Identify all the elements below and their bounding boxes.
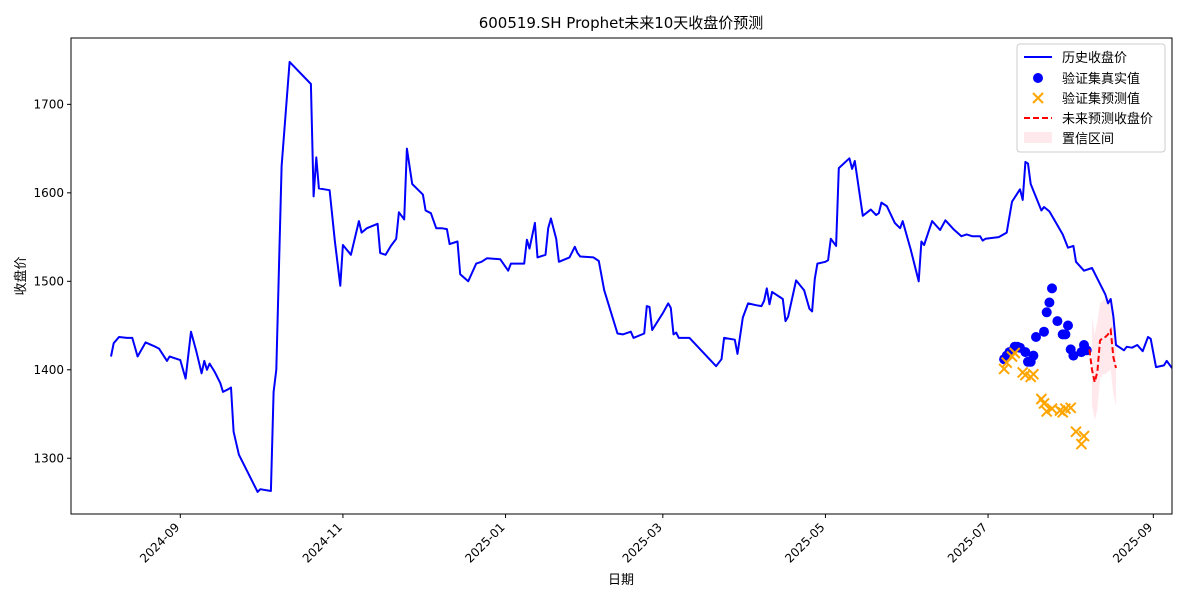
val-pred-point: [1070, 425, 1082, 438]
y-tick-label: 1300: [33, 451, 64, 465]
x-tick-label: 2024-11: [300, 520, 345, 565]
val-pred-point: [1075, 438, 1088, 450]
legend: 历史收盘价 验证集真实值 验证集预测值 未来预测收盘价 置信区间: [1016, 43, 1166, 153]
x-tick-label: 2025-09: [1110, 520, 1155, 565]
val-pred-point: [1008, 347, 1021, 359]
legend-val-actual-swatch: [1033, 73, 1043, 83]
val-actual-point: [1063, 320, 1073, 331]
val-actual-point: [1047, 283, 1057, 294]
val-actual-point: [1039, 326, 1049, 337]
legend-val-actual-label: 验证集真实值: [1062, 71, 1140, 87]
val-pred-point: [1038, 397, 1050, 410]
val-actual-point: [1020, 347, 1031, 358]
val-actual-point: [1052, 316, 1063, 327]
val-actual-point: [1060, 329, 1071, 340]
legend-val-pred-label: 验证集预测值: [1062, 91, 1140, 107]
plot-area: [110, 60, 1172, 493]
val-pred-point: [1064, 402, 1077, 414]
legend-forecast-label: 未来预测收盘价: [1062, 111, 1153, 127]
y-axis: 1300 1400 1500 1600 1700: [33, 97, 71, 465]
val-actual-point: [1041, 307, 1052, 318]
plot-frame: [70, 37, 1173, 515]
x-axis: 2024-09 2024-11 2025-01 2025-03 2025-05 2025-…: [137, 514, 1155, 566]
y-tick-label: 1500: [33, 274, 64, 288]
val-actual-point: [1068, 350, 1079, 361]
legend-val-pred-swatch: [1032, 92, 1044, 104]
legend-band-swatch: [1024, 132, 1052, 143]
y-tick-label: 1400: [33, 363, 64, 377]
val-pred-point: [1078, 430, 1090, 442]
val-actual-point: [1044, 297, 1055, 308]
val-pred-point: [998, 363, 1010, 375]
val-pred-point: [1027, 368, 1040, 380]
confidence-band: [1092, 297, 1116, 421]
y-tick-label: 1600: [33, 186, 64, 200]
y-axis-label: 收盘价: [13, 256, 29, 295]
chart-title: 600519.SH Prophet未来10天收盘价预测: [479, 14, 764, 32]
forecast-line: [1088, 326, 1117, 383]
plot-content: [110, 60, 1172, 493]
x-tick-label: 2025-05: [782, 520, 827, 565]
x-tick-label: 2025-03: [620, 520, 665, 565]
history-line: [110, 60, 1172, 493]
legend-box: [1016, 43, 1166, 153]
x-tick-label: 2024-09: [137, 520, 182, 565]
y-tick-label: 1700: [33, 97, 64, 111]
x-tick-label: 2025-07: [945, 520, 990, 565]
legend-history-label: 历史收盘价: [1062, 50, 1127, 66]
val-actual-point: [1028, 350, 1039, 361]
legend-band-label: 置信区间: [1062, 132, 1114, 147]
x-axis-label: 日期: [608, 573, 634, 588]
x-tick-label: 2025-01: [462, 520, 507, 565]
val-actual-point: [1031, 332, 1041, 342]
